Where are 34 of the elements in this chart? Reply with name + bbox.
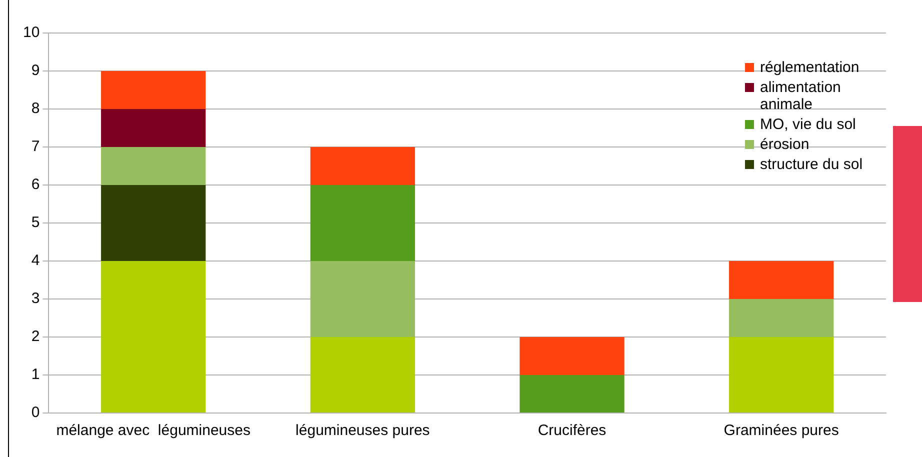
bar [310, 185, 416, 261]
legend-label: structure du sol [760, 156, 863, 173]
bar [520, 375, 624, 412]
bar [729, 337, 834, 412]
bar [310, 337, 416, 412]
bar [101, 109, 206, 147]
bar [729, 261, 834, 299]
bar [101, 147, 206, 185]
x-tick-label: Graminées pures [724, 422, 839, 440]
x-tick-label: Crucifères [538, 422, 606, 440]
y-tick-label: 0 [31, 404, 40, 422]
bar [520, 337, 624, 375]
y-tick-label: 5 [31, 214, 40, 232]
bar [310, 147, 416, 185]
y-tick-label: 2 [31, 328, 40, 346]
y-tick-label: 4 [31, 252, 40, 270]
bar [101, 261, 206, 412]
x-tick-label: mélange avec légumineuses [56, 422, 250, 440]
legend-label: érosion [760, 136, 810, 153]
y-tick-label: 3 [31, 290, 40, 308]
legend-label: alimentation animale [760, 79, 842, 113]
x-tick-label: légumineuses pures [296, 422, 430, 440]
y-tick-label: 8 [31, 100, 40, 118]
y-tick-label: 1 [31, 366, 40, 384]
legend-label: réglementation [760, 59, 860, 76]
bar [729, 299, 834, 337]
y-tick-label: 9 [31, 62, 40, 80]
bar [101, 185, 206, 261]
bar [310, 261, 416, 337]
bar [101, 71, 206, 109]
y-tick-label: 10 [22, 24, 40, 42]
y-tick-label: 7 [31, 138, 40, 156]
legend-label: MO, vie du sol [760, 116, 856, 133]
y-tick-label: 6 [31, 176, 40, 194]
